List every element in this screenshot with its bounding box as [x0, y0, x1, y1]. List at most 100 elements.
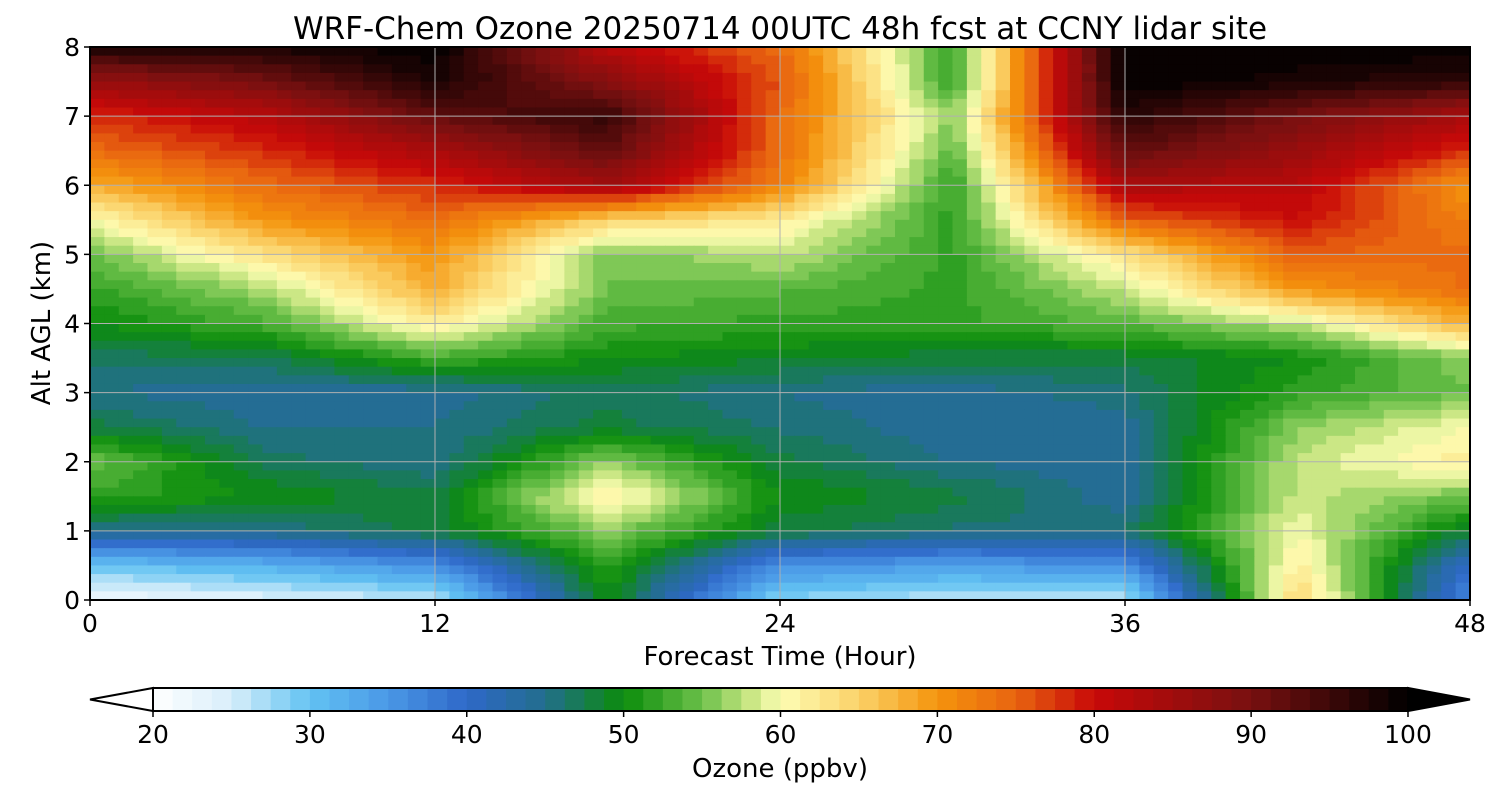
heatmap-cell [1182, 47, 1198, 57]
heatmap-cell [1024, 401, 1040, 411]
heatmap-cell [765, 280, 781, 290]
heatmap-cell [607, 90, 623, 100]
heatmap-cell [1297, 245, 1313, 255]
heatmap-cell [233, 185, 249, 195]
heatmap-cell [291, 159, 307, 169]
heatmap-cell [276, 314, 292, 325]
heatmap-cell [1053, 340, 1069, 351]
heatmap-cell [1225, 263, 1241, 273]
heatmap-cell [607, 306, 623, 316]
heatmap-cell [1326, 193, 1342, 204]
heatmap-cell [205, 435, 220, 446]
heatmap-cell [1268, 435, 1284, 446]
heatmap-cell [693, 47, 709, 57]
heatmap-cell [866, 107, 882, 117]
heatmap-cell [1038, 167, 1054, 178]
heatmap-cell [1326, 418, 1342, 428]
heatmap-cell [578, 375, 594, 385]
heatmap-cell [708, 487, 724, 497]
heatmap-cell [722, 254, 738, 264]
heatmap-cell [478, 185, 494, 195]
heatmap-cell [1311, 418, 1327, 428]
heatmap-cell [1182, 193, 1198, 204]
heatmap-cell [535, 202, 551, 212]
heatmap-cell [233, 332, 249, 342]
heatmap-cell [276, 159, 292, 169]
heatmap-cell [1225, 219, 1241, 230]
heatmap-cell [966, 193, 982, 204]
heatmap-cell [176, 280, 192, 290]
heatmap-cell [449, 375, 465, 385]
heatmap-cell [276, 461, 292, 471]
heatmap-cell [621, 124, 637, 135]
heatmap-cell [320, 47, 335, 57]
heatmap-cell [880, 314, 896, 325]
heatmap-cell [765, 98, 781, 109]
heatmap-cell [1283, 479, 1299, 489]
heatmap-cell [377, 98, 393, 109]
heatmap-cell [320, 81, 335, 91]
heatmap-cell [880, 349, 896, 359]
heatmap-cell [492, 366, 508, 376]
heatmap-cell [147, 383, 163, 394]
heatmap-cell [995, 133, 1011, 143]
heatmap-cell [636, 453, 652, 463]
heatmap-cell [377, 470, 393, 480]
heatmap-cell [693, 55, 709, 65]
heatmap-cell [1110, 280, 1126, 290]
heatmap-cell [1326, 444, 1342, 454]
heatmap-cell [1369, 479, 1385, 489]
heatmap-cell [521, 409, 537, 420]
heatmap-cell [291, 64, 307, 74]
heatmap-cell [1168, 444, 1184, 454]
heatmap-cell [1297, 435, 1313, 446]
heatmap-cell [90, 107, 105, 117]
heatmap-cell [377, 159, 393, 169]
heatmap-cell [1211, 332, 1227, 342]
heatmap-cell [147, 453, 163, 463]
heatmap-cell [420, 124, 436, 135]
heatmap-cell [636, 349, 652, 359]
heatmap-cell [449, 401, 465, 411]
heatmap-cell [679, 159, 695, 169]
heatmap-cell [722, 150, 738, 160]
heatmap-cell [736, 461, 752, 471]
heatmap-cell [1139, 116, 1155, 126]
heatmap-cell [334, 202, 350, 212]
heatmap-cell [1139, 453, 1155, 463]
heatmap-cell [262, 90, 278, 100]
heatmap-cell [923, 349, 939, 359]
heatmap-cell [478, 349, 494, 359]
heatmap-cell [506, 401, 522, 411]
heatmap-cell [895, 98, 910, 109]
heatmap-cell [190, 401, 206, 411]
heatmap-cell [938, 340, 954, 351]
heatmap-cell [334, 150, 350, 160]
heatmap-cell [435, 358, 450, 368]
heatmap-cell [593, 211, 609, 221]
heatmap-cell [334, 176, 350, 186]
heatmap-cell [794, 47, 810, 57]
heatmap-cell [1067, 116, 1083, 126]
heatmap-cell [923, 366, 939, 376]
heatmap-cell [578, 297, 594, 307]
heatmap-cell [1038, 306, 1054, 316]
heatmap-cell [607, 375, 623, 385]
heatmap-cell [952, 107, 968, 117]
heatmap-cell [1340, 176, 1356, 186]
heatmap-cell [823, 453, 839, 463]
heatmap-cell [708, 375, 724, 385]
heatmap-cell [262, 159, 278, 169]
heatmap-cell [521, 280, 537, 290]
heatmap-cell [952, 64, 968, 74]
heatmap-cell [1182, 375, 1198, 385]
heatmap-cell [1297, 202, 1313, 212]
heatmap-cell [909, 332, 925, 342]
heatmap-cell [564, 124, 580, 135]
heatmap-cell [693, 323, 709, 333]
heatmap-cell [90, 202, 105, 212]
heatmap-cell [1455, 167, 1471, 178]
heatmap-cell [190, 409, 206, 420]
heatmap-cell [1125, 228, 1140, 238]
heatmap-cell [1283, 487, 1299, 497]
